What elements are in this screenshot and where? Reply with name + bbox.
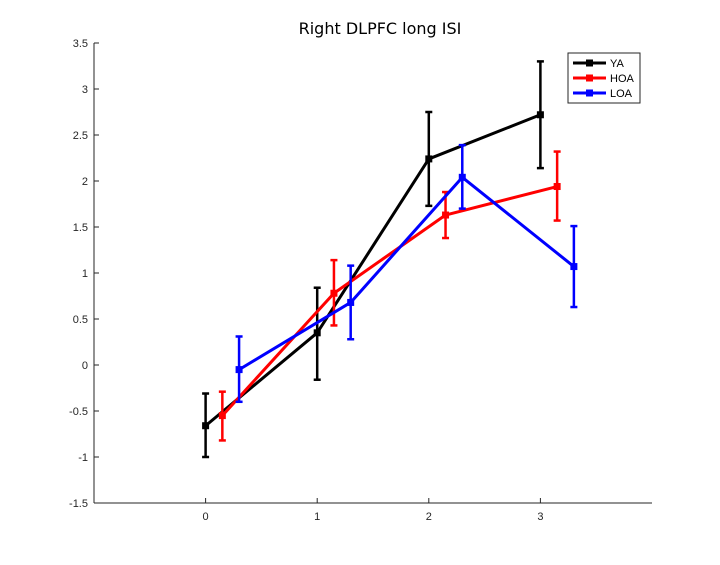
legend-item-loa: LOA [573,88,633,100]
series-hoa [218,150,561,442]
y-tick-label: 2.5 [73,130,88,142]
series-loa [235,143,578,404]
data-point [536,111,544,119]
y-tick-label: 0.5 [73,314,88,326]
series-ya [202,60,544,459]
y-tick-label: -0.5 [69,406,88,418]
data-point [553,183,561,191]
legend: YA HOA LOA [567,52,641,104]
chart-title: Right DLPFC long ISI [299,19,462,38]
y-tick-label: 3 [82,84,88,96]
series-line [221,185,558,417]
data-point [202,422,210,430]
series-line [204,113,541,427]
data-point [425,155,433,163]
x-tick-label: 0 [203,511,209,523]
y-tick-label: 2 [82,176,88,188]
x-tick-label: 1 [314,511,320,523]
legend-label: HOA [610,73,635,85]
y-tick-label: 1 [82,268,88,280]
series-layer [202,60,578,459]
data-point [218,412,226,420]
legend-label: LOA [610,88,633,100]
series-line [238,175,575,371]
data-point [313,329,321,337]
data-point [347,298,355,306]
legend-item-hoa: HOA [573,73,635,85]
y-tick-label: 3.5 [73,38,88,50]
data-point [570,263,578,271]
x-tick-label: 2 [426,511,432,523]
legend-marker [586,59,593,67]
legend-label: YA [610,58,625,70]
y-tick-label: 0 [82,360,88,372]
data-point [458,173,466,181]
x-tick-label: 3 [537,511,543,523]
y-tick-label: 1.5 [73,222,88,234]
data-point [442,211,450,219]
axes: -1.5 -1 -0.5 0 0.5 1 1.5 2 2.5 3 3.5 0 1 2 3 [69,38,652,523]
y-tick-label: -1 [78,452,88,464]
y-tick-label: -1.5 [69,498,88,510]
legend-marker [586,89,593,97]
legend-item-ya: YA [573,58,625,70]
data-point [235,366,243,374]
data-point [330,289,338,297]
legend-marker [586,74,593,82]
